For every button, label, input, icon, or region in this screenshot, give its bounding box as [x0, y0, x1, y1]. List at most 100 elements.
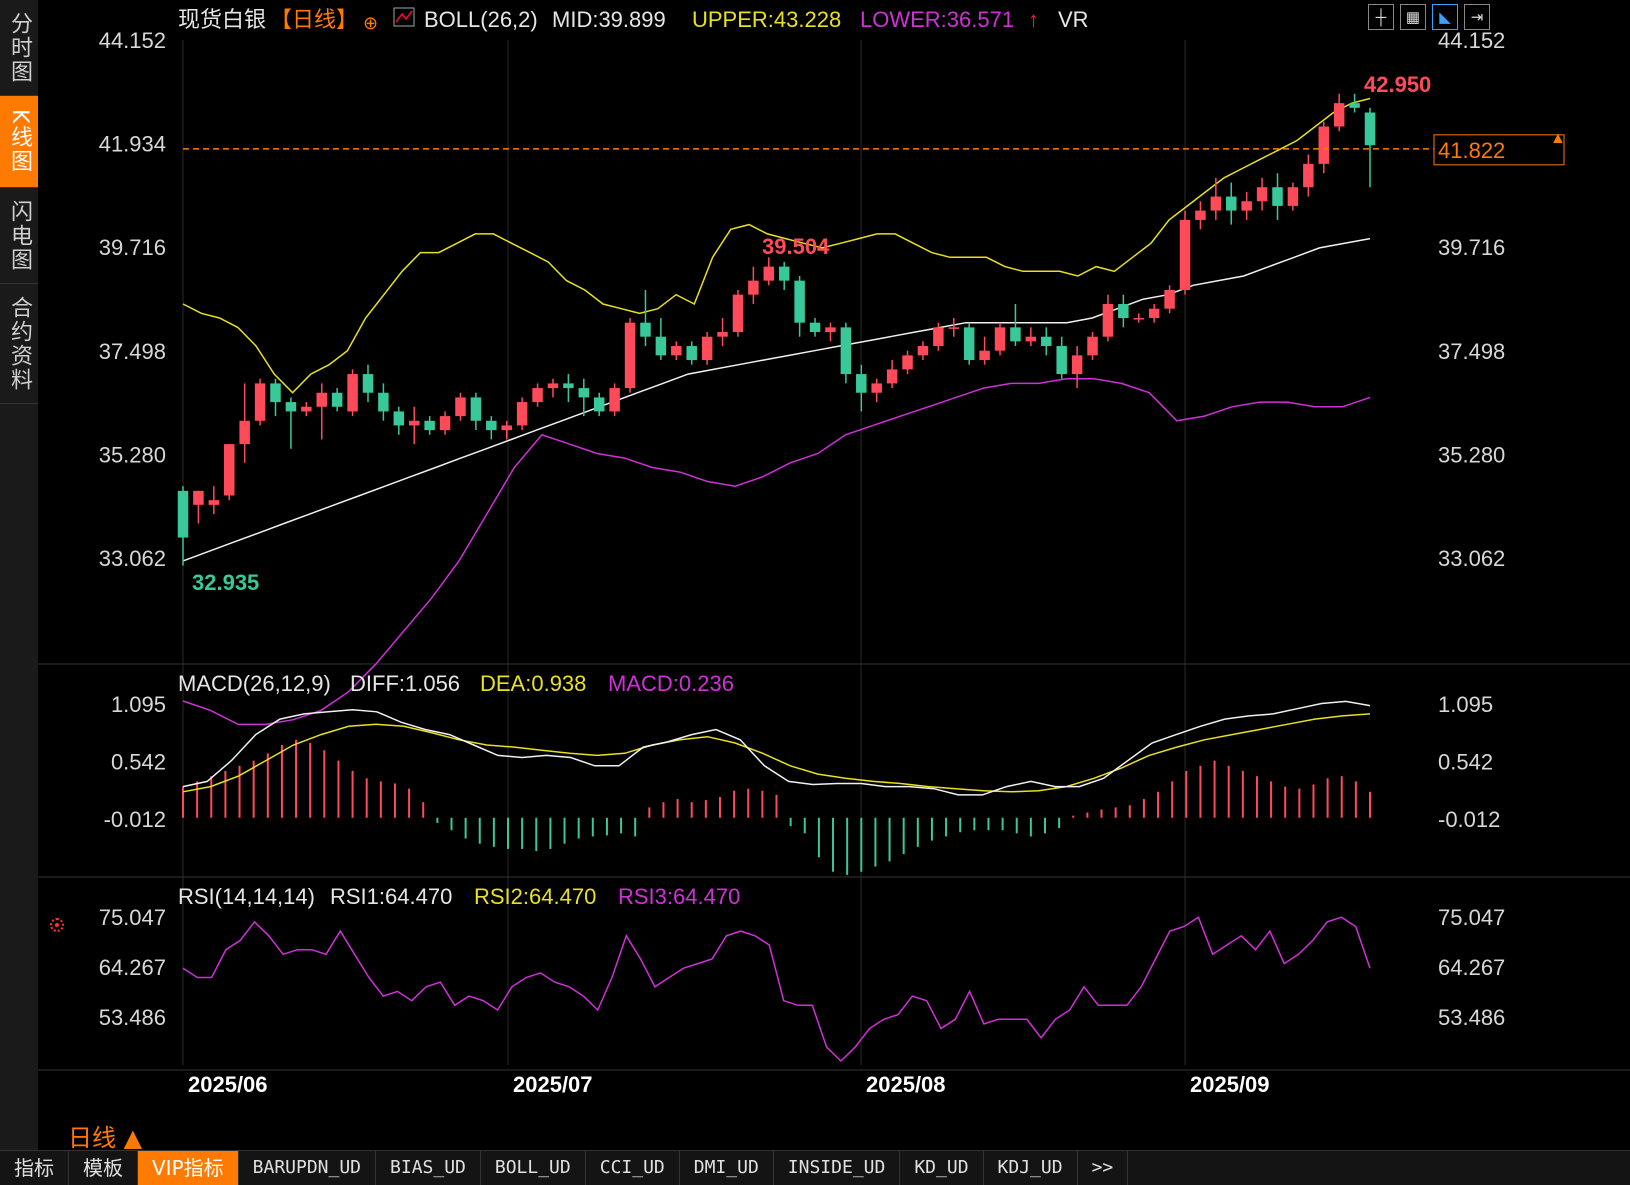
candle-body-42: [825, 327, 836, 333]
arrow-up-icon[interactable]: ↑: [1028, 7, 1039, 32]
candle-body-25: [563, 383, 574, 389]
y-tick-right-4: 35.280: [1438, 442, 1505, 467]
candle-body-20: [486, 420, 497, 431]
candle-body-68: [1226, 196, 1237, 211]
candle-body-4: [239, 420, 250, 445]
left-sidebar: 分时图 K线图 闪电图 合约资料: [0, 0, 39, 1150]
bottom-tab-12[interactable]: >>: [1078, 1151, 1129, 1185]
rsi-tick-left-1: 64.267: [99, 955, 166, 980]
candle-body-17: [439, 416, 451, 431]
bottom-tab-11[interactable]: KDJ_UD: [984, 1151, 1078, 1185]
candle-body-15: [408, 420, 420, 426]
bottom-tab-10[interactable]: KD_UD: [900, 1151, 984, 1185]
boll-upper: UPPER:43.228: [692, 7, 841, 32]
bottom-tab-7[interactable]: CCI_UD: [586, 1151, 680, 1185]
last-price-marker-icon: ▲: [1550, 130, 1566, 147]
exit-fullscreen-icon[interactable]: ⇥: [1464, 4, 1490, 30]
rsi-tick-right-2: 53.486: [1438, 1005, 1505, 1030]
candle-body-60: [1102, 303, 1114, 337]
candle-body-2: [208, 500, 220, 505]
last-price-box: [1433, 134, 1565, 166]
rsi-rsi3: RSI3:64.470: [618, 884, 740, 909]
candle-body-48: [917, 346, 929, 356]
candle-body-69: [1241, 201, 1252, 211]
candle-body-5: [254, 383, 266, 421]
y-tick-left-2: 39.716: [99, 235, 166, 260]
candle-body-73: [1303, 163, 1314, 188]
candle-body-64: [1164, 289, 1175, 309]
candle-body-43: [840, 327, 852, 375]
rsi-rsi1: RSI1:64.470: [330, 884, 452, 909]
candle-body-65: [1179, 219, 1191, 290]
boll-icon[interactable]: [393, 7, 415, 27]
lower-band-line: [182, 377, 1371, 726]
macd-tick-right-1: 0.542: [1438, 749, 1493, 774]
candle-body-1: [193, 490, 204, 505]
zoom-icon[interactable]: ⊕: [363, 13, 378, 33]
bottom-tab-6[interactable]: BOLL_UD: [481, 1151, 586, 1185]
macd-diff-line: [182, 700, 1371, 796]
annotation-mid-high: 39.504: [762, 234, 830, 259]
bottom-tab-2[interactable]: 模板: [69, 1151, 138, 1185]
candle-body-31: [655, 336, 667, 356]
candle-body-76: [1349, 103, 1360, 108]
candle-body-51: [963, 327, 975, 361]
candle-body-6: [270, 383, 281, 403]
bottom-tab-9[interactable]: INSIDE_UD: [774, 1151, 901, 1185]
vr-label[interactable]: VR: [1058, 7, 1089, 32]
candle-body-45: [871, 383, 882, 393]
candle-body-3: [224, 444, 235, 496]
bottom-tab-4[interactable]: BARUPDN_UD: [239, 1151, 377, 1185]
candle-body-10: [331, 392, 343, 407]
candle-body-58: [1071, 355, 1083, 375]
candle-body-11: [347, 374, 358, 412]
candle-body-34: [701, 336, 713, 361]
macd-panel: 1.095 1.095 0.542 0.542 -0.012 -0.012: [104, 692, 1500, 875]
kline-chart[interactable]: 现货白银 【日线】 ⊕ BOLL(26,2) MID:39.899 UPPER:…: [38, 0, 1630, 1150]
y-tick-right-3: 37.498: [1438, 339, 1505, 364]
bottom-tab-8[interactable]: DMI_UD: [680, 1151, 774, 1185]
candle-body-44: [856, 374, 867, 393]
draw-tool-icon[interactable]: ◣: [1432, 4, 1458, 30]
candle-body-56: [1041, 336, 1052, 347]
rsi-rsi2: RSI2:64.470: [474, 884, 596, 909]
bottom-tab-1[interactable]: 指标: [0, 1151, 69, 1185]
macd-tick-right-2: -0.012: [1438, 807, 1500, 832]
y-tick-left-0: 44.152: [99, 28, 166, 53]
y-tick-left-3: 37.498: [99, 339, 166, 364]
candle-body-53: [994, 327, 1006, 351]
sidebar-item-3[interactable]: 闪电图: [0, 188, 38, 284]
macd-macd: MACD:0.236: [608, 671, 734, 696]
candle-body-16: [424, 420, 435, 431]
candle-body-23: [532, 388, 543, 403]
rsi-line: [182, 916, 1371, 1063]
rsi-name: RSI(14,14,14): [178, 884, 315, 909]
instrument-name: 现货白银: [178, 7, 266, 32]
y-tick-right-2: 39.716: [1438, 235, 1505, 260]
period-selector[interactable]: 日线 ▲: [68, 1124, 143, 1152]
macd-tick-right-0: 1.095: [1438, 692, 1493, 717]
bottom-tab-5[interactable]: BIAS_UD: [376, 1151, 481, 1185]
rsi-settings-icon[interactable]: [50, 918, 64, 932]
candle-body-63: [1148, 308, 1160, 319]
candle-body-21: [501, 425, 512, 431]
candle-body-41: [809, 322, 821, 333]
candle-body-7: [285, 402, 297, 412]
x-label-0: 2025/06: [188, 1072, 268, 1097]
bottom-tab-3[interactable]: VIP指标: [138, 1151, 239, 1185]
candle-body-46: [886, 369, 898, 384]
chart-type-icon[interactable]: ▦: [1400, 4, 1426, 30]
candle-body-38: [763, 266, 775, 281]
crosshair-icon[interactable]: ┼: [1368, 4, 1394, 30]
boll-lower: LOWER:36.571: [860, 7, 1014, 32]
candle-body-18: [455, 397, 466, 417]
candle-body-50: [948, 327, 960, 329]
y-tick-left-1: 41.934: [99, 132, 166, 157]
period-tag: 【日线】: [270, 7, 358, 32]
candle-body-27: [593, 397, 605, 412]
sidebar-item-2[interactable]: K线图: [0, 96, 38, 188]
last-price-text: 41.822: [1438, 138, 1505, 163]
sidebar-item-4[interactable]: 合约资料: [0, 284, 38, 404]
sidebar-item-1[interactable]: 分时图: [0, 0, 38, 96]
candle-body-59: [1087, 336, 1098, 356]
